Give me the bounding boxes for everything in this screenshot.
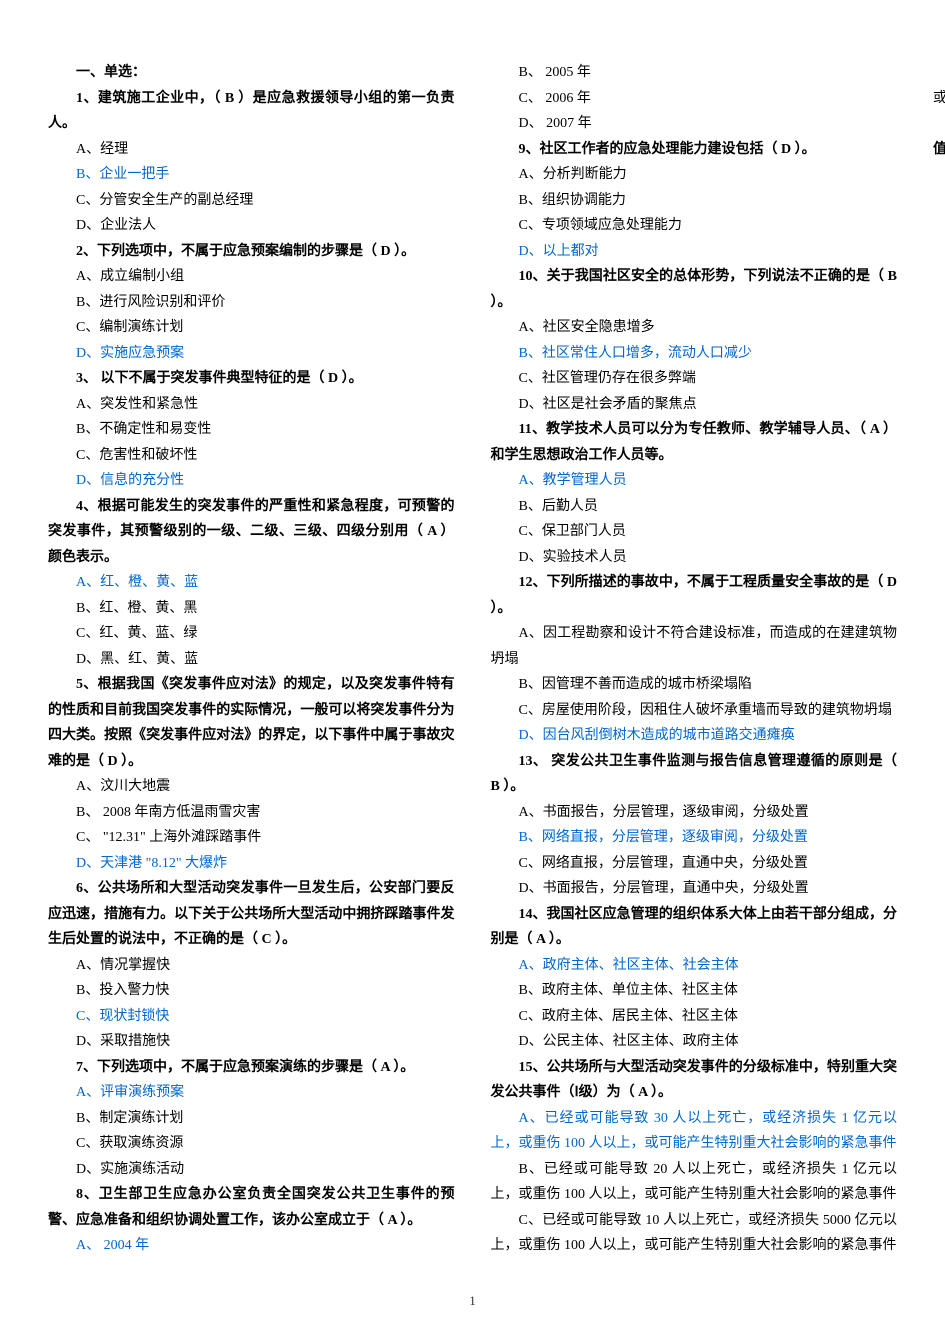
option-line: D、公民主体、社区主体、政府主体 bbox=[491, 1029, 898, 1055]
option-correct: D、天津港 "8.12" 大爆炸 bbox=[48, 851, 455, 877]
option-line: B、红、橙、黄、黑 bbox=[48, 596, 455, 622]
question-stem: 13、 突发公共卫生事件监测与报告信息管理遵循的原则是（ B ）。 bbox=[491, 749, 898, 800]
question-stem: 12、下列所描述的事故中，不属于工程质量安全事故的是（ D ）。 bbox=[491, 570, 898, 621]
option-correct: A、 2004 年 bbox=[48, 1233, 455, 1259]
option-correct: C、现状封锁快 bbox=[48, 1004, 455, 1030]
option-line: D、书面报告，分层管理，直通中央，分级处置 bbox=[491, 876, 898, 902]
question-stem: 11、教学技术人员可以分为专任教师、教学辅导人员、（ A ）和学生思想政治工作人… bbox=[491, 417, 898, 468]
option-line: B、后勤人员 bbox=[491, 494, 898, 520]
option-line: C、政府主体、居民主体、社区主体 bbox=[491, 1004, 898, 1030]
option-line: B、 2005 年 bbox=[491, 60, 898, 86]
option-line: A、情况掌握快 bbox=[48, 953, 455, 979]
question-stem: 1、建筑施工企业中，（ B ）是应急救援领导小组的第一负责人。 bbox=[48, 86, 455, 137]
option-correct: D、以上都对 bbox=[491, 239, 898, 265]
question-stem: 一、单选： bbox=[48, 60, 455, 86]
option-line: C、网络直报，分层管理，直通中央，分级处置 bbox=[491, 851, 898, 877]
question-stem: 10、关于我国社区安全的总体形势，下列说法不正确的是（ B ）。 bbox=[491, 264, 898, 315]
option-line: C、 2006 年 bbox=[491, 86, 898, 112]
page-number: 1 bbox=[469, 1293, 476, 1309]
question-stem: 6、公共场所和大型活动突发事件一旦发生后，公安部门要反应迅速，措施有力。以下关于… bbox=[48, 876, 455, 953]
question-stem: 8、卫生部卫生应急办公室负责全国突发公共卫生事件的预警、应急准备和组织协调处置工… bbox=[48, 1182, 455, 1233]
option-line: C、房屋使用阶段，因租住人破坏承重墙而导致的建筑物坍塌 bbox=[491, 698, 898, 724]
option-line: C、编制演练计划 bbox=[48, 315, 455, 341]
question-stem: 2、下列选项中，不属于应急预案编制的步骤是（ D ）。 bbox=[48, 239, 455, 265]
option-line: B、因管理不善而造成的城市桥梁塌陷 bbox=[491, 672, 898, 698]
option-line: A、成立编制小组 bbox=[48, 264, 455, 290]
option-correct: B、社区常住人口增多，流动人口减少 bbox=[491, 341, 898, 367]
option-line: D、黑、红、黄、蓝 bbox=[48, 647, 455, 673]
option-line: B、制定演练计划 bbox=[48, 1106, 455, 1132]
option-line: D、实施演练活动 bbox=[48, 1157, 455, 1183]
option-line: C、分管安全生产的副总经理 bbox=[48, 188, 455, 214]
option-line: C、红、黄、蓝、绿 bbox=[48, 621, 455, 647]
option-line: C、 "12.31" 上海外滩踩踏事件 bbox=[48, 825, 455, 851]
option-line: A、书面报告，分层管理，逐级审阅，分级处置 bbox=[491, 800, 898, 826]
question-stem: 3、 以下不属于突发事件典型特征的是（ D ）。 bbox=[48, 366, 455, 392]
option-correct: A、已经或可能导致 30 人以上死亡，或经济损失 1 亿元以上，或重伤 100 … bbox=[491, 1106, 898, 1157]
option-line: D、 2007 年 bbox=[491, 111, 898, 137]
option-line: B、组织协调能力 bbox=[491, 188, 898, 214]
option-line: A、汶川大地震 bbox=[48, 774, 455, 800]
option-correct: A、评审演练预案 bbox=[48, 1080, 455, 1106]
option-line: C、获取演练资源 bbox=[48, 1131, 455, 1157]
option-line: A、突发性和紧急性 bbox=[48, 392, 455, 418]
option-correct: D、因台风刮倒树木造成的城市道路交通瘫痪 bbox=[491, 723, 898, 749]
question-stem: 5、根据我国《突发事件应对法》的规定，以及突发事件特有的性质和目前我国突发事件的… bbox=[48, 672, 455, 774]
option-line: D、实验技术人员 bbox=[491, 545, 898, 571]
option-line: B、政府主体、单位主体、社区主体 bbox=[491, 978, 898, 1004]
option-line: A、经理 bbox=[48, 137, 455, 163]
option-line: D、企业法人 bbox=[48, 213, 455, 239]
option-correct: A、教学管理人员 bbox=[491, 468, 898, 494]
question-stem: 15、公共场所与大型活动突发事件的分级标准中，特别重大突发公共事件（Ⅰ级）为（ … bbox=[491, 1055, 898, 1106]
option-line: D、社区是社会矛盾的聚焦点 bbox=[491, 392, 898, 418]
option-correct: D、实施应急预案 bbox=[48, 341, 455, 367]
option-line: C、专项领域应急处理能力 bbox=[491, 213, 898, 239]
question-stem: 4、根据可能发生的突发事件的严重性和紧急程度，可预警的突发事件，其预警级别的一级… bbox=[48, 494, 455, 571]
question-stem: 9、社区工作者的应急处理能力建设包括（ D ）。 bbox=[491, 137, 898, 163]
option-correct: A、红、橙、黄、蓝 bbox=[48, 570, 455, 596]
question-stem: 7、下列选项中，不属于应急预案演练的步骤是（ A ）。 bbox=[48, 1055, 455, 1081]
option-line: A、社区安全隐患增多 bbox=[491, 315, 898, 341]
document-content: 一、单选：1、建筑施工企业中，（ B ）是应急救援领导小组的第一负责人。A、经理… bbox=[48, 60, 897, 1270]
option-line: C、危害性和破坏性 bbox=[48, 443, 455, 469]
option-line: A、分析判断能力 bbox=[491, 162, 898, 188]
option-line: D、已经或可能导致 3 人以上死亡，或经济损失 1 亿元以上，或重伤 100 人… bbox=[933, 60, 945, 111]
option-line: B、 2008 年南方低温雨雪灾害 bbox=[48, 800, 455, 826]
option-line: B、投入警力快 bbox=[48, 978, 455, 1004]
option-correct: A、政府主体、社区主体、社会主体 bbox=[491, 953, 898, 979]
option-correct: D、信息的充分性 bbox=[48, 468, 455, 494]
option-line: C、社区管理仍存在很多弊端 bbox=[491, 366, 898, 392]
option-line: B、已经或可能导致 20 人以上死亡，或经济损失 1 亿元以上，或重伤 100 … bbox=[491, 1157, 898, 1208]
option-line: D、采取措施快 bbox=[48, 1029, 455, 1055]
option-line: A、因工程勘察和设计不符合建设标准，而造成的在建建筑物坍塌 bbox=[491, 621, 898, 672]
question-stem: 16、应急预案充分体现了党和政府 "（B）" 的执政理念和价值取向，把保障公众健… bbox=[933, 111, 945, 162]
option-line: C、已经或可能导致 10 人以上死亡，或经济损失 5000 亿元以上，或重伤 1… bbox=[491, 1208, 898, 1259]
question-stem: 14、我国社区应急管理的组织体系大体上由若干部分组成，分别是（ A ）。 bbox=[491, 902, 898, 953]
option-line: C、保卫部门人员 bbox=[491, 519, 898, 545]
option-line: B、不确定性和易变性 bbox=[48, 417, 455, 443]
option-correct: B、企业一把手 bbox=[48, 162, 455, 188]
option-correct: B、网络直报，分层管理，逐级审阅，分级处置 bbox=[491, 825, 898, 851]
option-line: B、进行风险识别和评价 bbox=[48, 290, 455, 316]
